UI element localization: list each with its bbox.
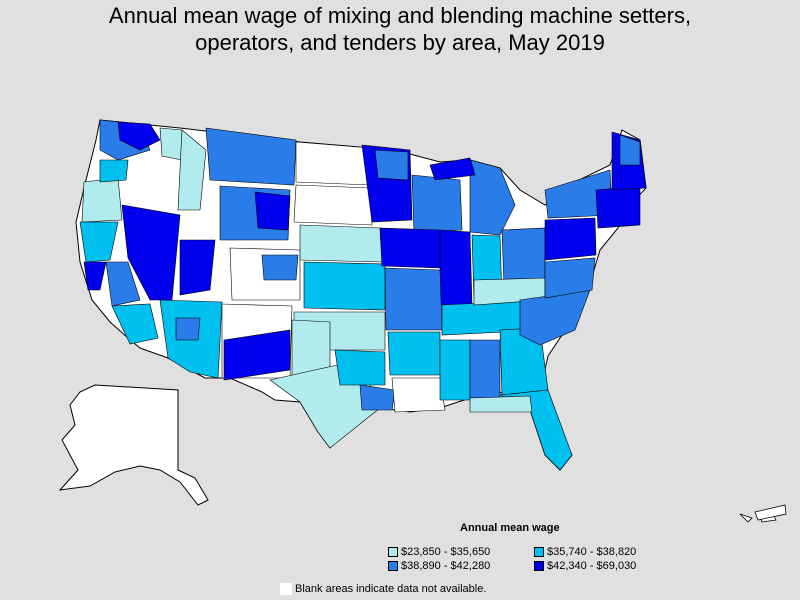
region-montana: [205, 127, 297, 186]
region-virginia: [544, 257, 596, 299]
map-title-line2: operators, and tenders by area, May 2019: [195, 30, 605, 55]
legend-item-tier1: $23,850 - $35,650: [388, 546, 490, 558]
legend-label-tier4: $42,340 - $69,030: [547, 560, 637, 572]
blank-areas-note: Blank areas indicate data not available.: [280, 583, 486, 595]
region-nm-south: [223, 329, 291, 381]
region-north-dakota: [295, 141, 371, 186]
region-iowa: [379, 227, 441, 269]
legend-label-tier3: $38,890 - $42,280: [401, 560, 491, 572]
legend-swatch-tier3: [388, 561, 398, 571]
region-portland: [99, 159, 129, 183]
region-spokane: [159, 127, 183, 161]
region-seattle: [117, 121, 161, 151]
legend-item-tier4: $42,340 - $69,030: [534, 560, 636, 572]
region-utah: [179, 239, 216, 296]
blank-swatch: [280, 583, 292, 595]
legend-swatch-tier2: [534, 547, 544, 557]
region-alabama: [469, 339, 501, 399]
region-minnesota-north: [374, 149, 409, 181]
region-pennsylvania: [544, 217, 597, 261]
region-alaska: [58, 384, 209, 506]
region-maine-north: [619, 134, 641, 166]
region-colorado-denver: [261, 254, 299, 281]
region-louisiana: [391, 377, 446, 413]
region-houston: [359, 384, 396, 411]
region-texas-dallas: [334, 349, 386, 386]
region-florida-north: [469, 395, 533, 413]
region-nebraska: [299, 224, 383, 263]
region-mississippi: [439, 339, 471, 401]
region-arkansas: [387, 331, 441, 376]
legend-label-tier1: $23,850 - $35,650: [401, 546, 491, 558]
region-kansas: [303, 261, 386, 311]
region-south-dakota: [293, 184, 373, 226]
legend-title: Annual mean wage: [460, 522, 560, 534]
region-carolinas: [519, 289, 591, 346]
region-la: [111, 303, 159, 345]
region-missouri: [384, 267, 443, 331]
legend-item-tier3: $38,890 - $42,280: [388, 560, 490, 572]
region-california-north: [79, 221, 119, 263]
region-central-valley: [105, 261, 141, 307]
legend-swatch-tier4: [534, 561, 544, 571]
region-ohio: [501, 227, 546, 286]
legend-item-tier2: $35,740 - $38,820: [534, 546, 636, 558]
blank-note-text: Blank areas indicate data not available.: [295, 583, 487, 595]
map-title-line1: Annual mean wage of mixing and blending …: [108, 3, 692, 28]
legend-swatch-tier1: [388, 547, 398, 557]
region-islands: [754, 504, 787, 521]
map-title: Annual mean wage of mixing and blending …: [0, 2, 800, 56]
region-illinois: [439, 229, 473, 306]
region-bay-area: [83, 261, 107, 291]
region-oregon-west: [81, 177, 123, 223]
region-michigan: [469, 159, 516, 236]
region-wisconsin: [411, 174, 463, 233]
region-phoenix: [175, 317, 201, 341]
region-wyoming-east: [254, 191, 291, 231]
region-idaho: [177, 129, 207, 211]
region-new-england: [595, 185, 641, 229]
legend-label-tier2: $35,740 - $38,820: [547, 546, 637, 558]
region-michigan-up: [429, 157, 476, 181]
